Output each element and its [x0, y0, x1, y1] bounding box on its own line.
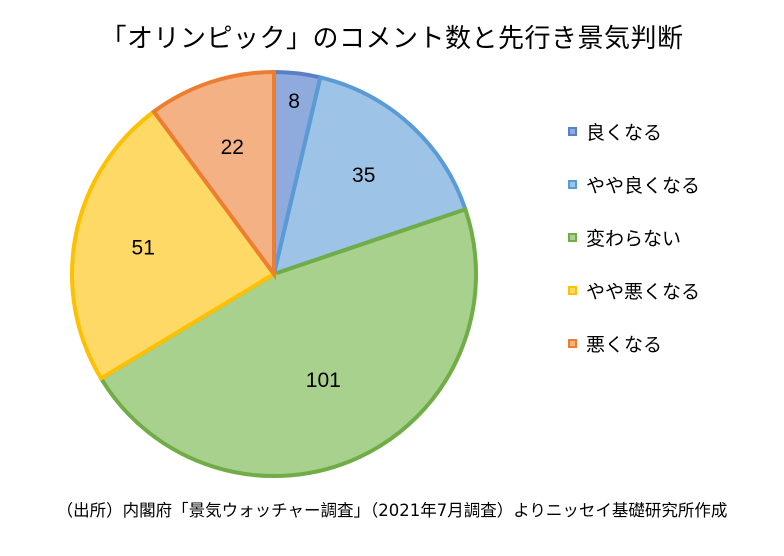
slice-value-label-1: 8 [288, 90, 300, 113]
legend-item-1: 良くなる [568, 118, 662, 144]
pie-slice-4 [70, 108, 277, 382]
legend-label-1: 良くなる [586, 121, 663, 144]
legend-item-3: 変わらない [568, 224, 681, 250]
legend-item-5: 悪くなる [568, 330, 662, 356]
legend-label-3: 変わらない [586, 227, 682, 250]
slice-value-label-5: 22 [221, 136, 244, 159]
legend-label-2: やや良くなる [586, 174, 701, 197]
chart-title: 「オリンピック」のコメント数と先行き景気判断 [100, 24, 684, 54]
legend-swatch-1 [568, 126, 577, 136]
pie-slice-3 [98, 206, 478, 478]
legend-label-4: やや悪くなる [586, 280, 701, 303]
slice-value-label-2: 35 [352, 164, 375, 187]
legend-swatch-2 [568, 179, 577, 189]
legend-item-4: やや悪くなる [568, 277, 700, 303]
legend-label-5: 悪くなる [586, 333, 663, 356]
slice-value-label-3: 101 [306, 369, 341, 392]
source-note: （出所）内閣府「景気ウォッチャー調査」（2021年7月調査）よりニッセイ基礎研究… [56, 501, 728, 520]
legend-item-2: やや良くなる [568, 171, 700, 197]
legend-swatch-4 [568, 285, 577, 295]
pie-slice-5 [151, 69, 276, 281]
legend-swatch-3 [568, 232, 577, 242]
slice-value-label-4: 51 [132, 237, 155, 260]
legend-swatch-5 [568, 338, 577, 348]
